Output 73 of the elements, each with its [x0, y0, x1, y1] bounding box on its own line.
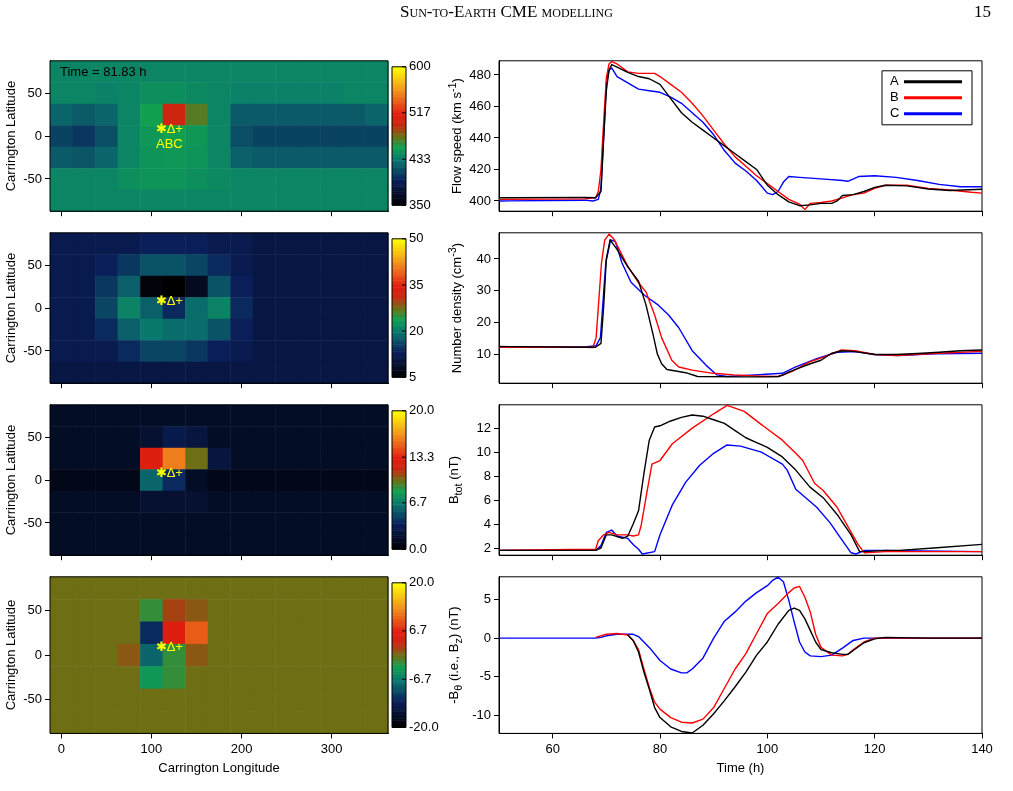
color-bar-label: -20.0: [409, 718, 439, 734]
y-tick-label: 8: [483, 467, 491, 483]
color-bar-label: 5: [409, 368, 417, 384]
y-tick-label: 10: [476, 346, 491, 362]
y-tick-label: 0: [483, 629, 491, 645]
color-bar-label: 350: [409, 196, 431, 212]
x-tick-label: 60: [545, 740, 560, 756]
x-tick-label: 300: [320, 740, 343, 756]
y-tick-label: -50: [23, 170, 42, 186]
x-axis-title: Time (h): [716, 760, 765, 775]
text: Sun-to-Earth CME modelling: [400, 2, 613, 21]
y-tick-label: 50: [27, 256, 42, 272]
y-tick-label: 480: [469, 66, 491, 82]
color-bar-label: 600: [409, 58, 431, 74]
y-tick-label: 5: [483, 591, 491, 607]
color-bar-label: 0.0: [409, 540, 428, 556]
y-tick-label: 6: [483, 491, 491, 507]
y-tick-label: 50: [27, 428, 42, 444]
y-tick-label: 2: [483, 539, 491, 555]
color-bar-label: -6.7: [409, 670, 432, 686]
x-tick-label: 100: [756, 740, 779, 756]
y-tick-label: -50: [23, 342, 42, 358]
annotation: ✱Δ+: [155, 639, 183, 655]
color-bar-label: 35: [409, 276, 424, 292]
annotation: ✱Δ+: [155, 292, 183, 308]
y-tick-label: -10: [472, 706, 491, 722]
y-tick-label: -5: [479, 668, 491, 684]
y-tick-label: 12: [476, 419, 491, 435]
y-axis-title: Carrington Latitude: [2, 599, 18, 711]
y-tick-label: 0: [34, 646, 42, 662]
x-tick-label: 120: [863, 740, 886, 756]
color-bar-label: 50: [409, 230, 424, 246]
annotation: ABC: [155, 135, 183, 151]
color-bar-label: 6.7: [409, 622, 428, 638]
y-tick-label: 50: [27, 84, 42, 100]
y-tick-label: 10: [476, 443, 491, 459]
y-tick-label: 0: [34, 471, 42, 487]
x-tick-label: 100: [140, 740, 163, 756]
y-tick-label: 400: [469, 192, 491, 208]
y-tick-label: 0: [34, 127, 42, 143]
color-bar-label: 517: [409, 104, 431, 120]
y-tick-label: 460: [469, 98, 491, 114]
x-tick-label: 0: [57, 740, 65, 756]
x-tick-label: 200: [230, 740, 253, 756]
y-tick-label: 4: [483, 515, 491, 531]
y-tick-label: 20: [476, 314, 491, 330]
y-tick-label: 440: [469, 129, 491, 145]
y-tick-label: 50: [27, 601, 42, 617]
legend-label: C: [890, 105, 900, 121]
color-bar-label: 20.0: [409, 402, 435, 418]
color-bar-label: 433: [409, 150, 431, 166]
text: 15: [974, 2, 991, 22]
annotation: ✱Δ+: [155, 120, 183, 136]
color-bar-label: 13.3: [409, 448, 435, 464]
x-axis-title: Carrington Longitude: [158, 760, 280, 775]
color-bar-label: 20.0: [409, 574, 435, 590]
y-axis-title: Carrington Latitude: [2, 252, 18, 364]
color-bar-label: 20: [409, 322, 424, 338]
y-tick-label: -50: [23, 514, 42, 530]
y-tick-label: -50: [23, 691, 42, 707]
x-tick-label: 80: [652, 740, 668, 756]
y-tick-label: 30: [476, 282, 491, 298]
y-tick-label: 420: [469, 161, 491, 177]
y-axis-title: Carrington Latitude: [2, 424, 18, 536]
legend-label: B: [890, 89, 899, 105]
chart-title: Time = 81.83 h: [60, 63, 147, 79]
y-axis-title: Carrington Latitude: [2, 80, 18, 192]
annotation: ✱Δ+: [155, 464, 183, 480]
y-tick-label: 40: [476, 250, 491, 266]
y-tick-label: 0: [34, 299, 42, 315]
legend-label: A: [890, 73, 899, 89]
x-tick-label: 140: [971, 740, 993, 756]
color-bar-label: 6.7: [409, 494, 428, 510]
